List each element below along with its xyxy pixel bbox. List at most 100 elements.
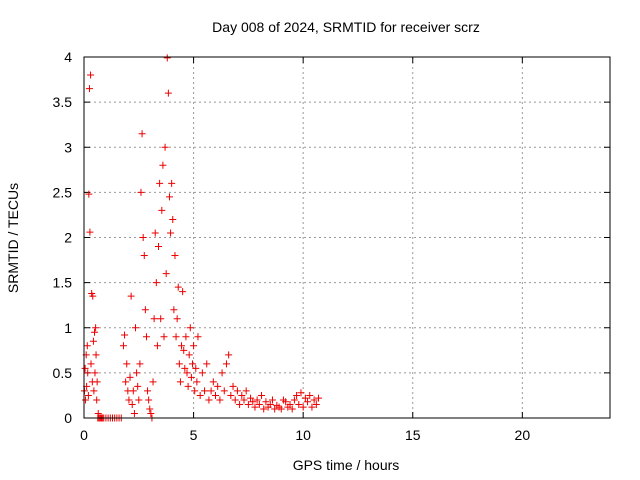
x-tick-label: 20 xyxy=(515,427,531,443)
data-point xyxy=(301,394,309,402)
data-point xyxy=(192,364,200,372)
data-point xyxy=(293,391,301,399)
data-point xyxy=(146,405,154,413)
data-point xyxy=(126,373,134,381)
data-point xyxy=(87,71,95,79)
data-point xyxy=(127,292,135,300)
data-point xyxy=(233,387,241,395)
data-point xyxy=(160,333,168,341)
data-point xyxy=(133,369,141,377)
data-point xyxy=(159,161,167,169)
data-point xyxy=(84,369,92,377)
data-point xyxy=(231,396,239,404)
data-point xyxy=(89,337,97,345)
data-point xyxy=(205,396,213,404)
data-point xyxy=(220,387,228,395)
data-point xyxy=(176,378,184,386)
data-point xyxy=(249,398,257,406)
data-point xyxy=(212,391,219,399)
data-point xyxy=(162,270,170,278)
y-tick-label: 0.5 xyxy=(53,365,73,381)
data-point xyxy=(310,396,318,404)
data-points xyxy=(80,54,323,422)
data-point xyxy=(155,243,163,251)
chart-title: Day 008 of 2024, SRMTID for receiver scr… xyxy=(212,19,480,35)
data-point xyxy=(168,179,176,187)
data-point xyxy=(185,351,193,359)
data-point xyxy=(122,378,130,386)
x-tick-label: 5 xyxy=(190,427,198,443)
data-point xyxy=(93,396,101,404)
data-point xyxy=(151,229,159,237)
data-point xyxy=(266,400,274,408)
data-point xyxy=(119,342,127,350)
data-point xyxy=(147,409,155,417)
data-point xyxy=(158,206,166,214)
data-point xyxy=(170,306,178,314)
data-point xyxy=(218,369,226,377)
data-point xyxy=(178,342,186,350)
data-point xyxy=(86,228,94,236)
data-point xyxy=(173,315,181,323)
data-point xyxy=(149,378,157,386)
data-point xyxy=(139,234,147,241)
y-tick-label: 0 xyxy=(64,410,72,426)
data-point xyxy=(295,400,303,408)
data-point xyxy=(174,283,182,291)
data-point xyxy=(123,360,131,368)
data-point xyxy=(87,360,95,368)
data-point xyxy=(306,391,314,399)
data-point xyxy=(165,193,173,201)
data-point xyxy=(227,391,235,399)
data-point xyxy=(312,400,320,408)
data-point xyxy=(167,229,175,237)
data-point xyxy=(135,396,143,404)
y-tick-label: 3.5 xyxy=(53,94,73,110)
data-point xyxy=(125,396,133,404)
data-point xyxy=(83,342,91,350)
data-point xyxy=(169,215,177,223)
data-point xyxy=(308,403,316,411)
data-point xyxy=(236,400,244,408)
data-point xyxy=(315,394,323,402)
data-point xyxy=(128,400,136,408)
data-point xyxy=(153,342,161,350)
data-point xyxy=(140,252,148,260)
data-point xyxy=(172,333,180,341)
data-point xyxy=(286,400,294,408)
data-point xyxy=(198,369,206,377)
data-point xyxy=(304,398,312,406)
data-point xyxy=(216,396,224,404)
data-point xyxy=(184,382,192,390)
data-point xyxy=(134,382,142,390)
data-point xyxy=(282,398,290,406)
data-point xyxy=(186,324,194,332)
plot-frame xyxy=(83,56,611,419)
x-tick-label: 15 xyxy=(405,427,421,443)
data-point xyxy=(193,378,201,386)
data-point xyxy=(92,351,100,359)
data-point xyxy=(288,405,296,413)
x-tick-label: 0 xyxy=(80,427,88,443)
data-point xyxy=(253,396,261,404)
data-point xyxy=(262,398,270,406)
data-point xyxy=(196,391,204,399)
data-point xyxy=(93,378,101,386)
data-point xyxy=(82,396,90,404)
data-point xyxy=(157,315,165,323)
data-point xyxy=(258,391,266,399)
data-point xyxy=(260,405,268,413)
data-point xyxy=(138,130,146,138)
data-point xyxy=(142,333,150,341)
y-tick-label: 4 xyxy=(64,49,72,65)
data-point xyxy=(251,403,259,411)
data-point xyxy=(141,306,149,314)
x-tick-label: 10 xyxy=(295,427,311,443)
data-point xyxy=(247,394,255,402)
y-tick-label: 3 xyxy=(64,139,72,155)
y-tick-label: 2 xyxy=(64,230,72,246)
data-point xyxy=(277,405,285,413)
data-point xyxy=(209,378,217,386)
data-point xyxy=(271,405,279,413)
